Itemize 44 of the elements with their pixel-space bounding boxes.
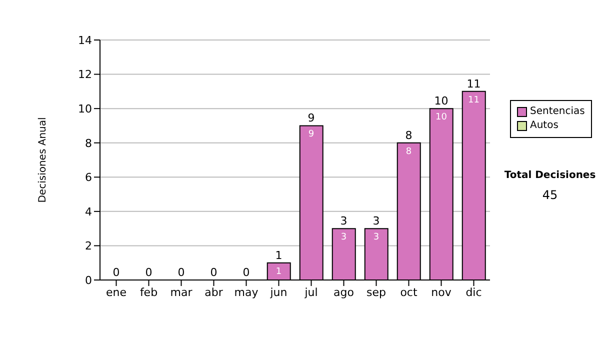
data-label: 3 (373, 232, 380, 243)
data-label: 9 (308, 130, 314, 140)
total-label: 11 (466, 77, 481, 90)
y-tick-label: 2 (85, 240, 92, 253)
data-label: 1 (276, 266, 282, 277)
x-tick-label: abr (204, 286, 224, 299)
total-label: 3 (340, 214, 348, 228)
total-label: 0 (112, 266, 120, 279)
text: Total Decisiones (503, 170, 597, 181)
x-tick-label: sep (366, 286, 386, 299)
y-tick-label: 8 (85, 136, 92, 150)
data-label: 10 (436, 112, 448, 123)
data-label: 11 (468, 95, 480, 106)
x-tick-label: mar (170, 286, 193, 299)
x-tick-label: feb (140, 286, 158, 299)
y-tick-label: 6 (85, 171, 92, 184)
y-tick-label: 0 (85, 274, 92, 287)
total-label: 0 (178, 266, 185, 279)
x-tick-label: oct (400, 286, 418, 299)
total-label: 0 (242, 266, 250, 279)
y-tick-label: 12 (78, 68, 92, 82)
data-label: 3 (340, 232, 347, 243)
y-tick-label: 10 (78, 102, 92, 116)
text: 45 (541, 188, 559, 202)
total-label: 10 (434, 94, 448, 108)
x-tick-label: jun (269, 286, 288, 299)
total-label: 0 (145, 266, 152, 279)
x-tick-label: nov (431, 286, 452, 299)
total-label: 1 (275, 248, 282, 262)
x-tick-label: jul (304, 286, 318, 299)
legend-label: Sentencias (530, 105, 585, 119)
total-label: 3 (372, 214, 380, 228)
total-label: 9 (308, 112, 315, 125)
data-label: 8 (406, 146, 412, 157)
total-label: 8 (405, 128, 412, 142)
x-tick-label: dic (466, 286, 482, 299)
total-label: 0 (210, 266, 218, 279)
y-axis-title: Decisiones Anual (38, 117, 49, 203)
legend-label: Autos (530, 119, 558, 133)
y-tick-label: 14 (78, 34, 92, 47)
y-tick-label: 4 (85, 205, 92, 218)
x-tick-label: ene (106, 286, 127, 299)
x-tick-label: may (234, 286, 259, 299)
x-tick-label: ago (334, 286, 354, 299)
